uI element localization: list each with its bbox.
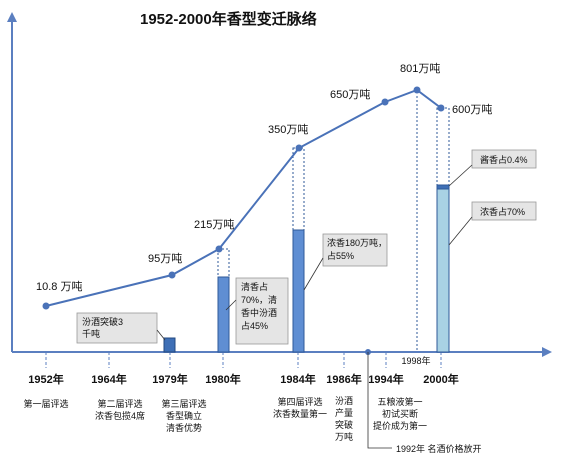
x-tick-label: 1980年 [205, 372, 240, 386]
point-label: 801万吨 [400, 62, 440, 75]
annotation-text-nongxiang: 浓香占70% [480, 206, 525, 217]
annotation-box-jiangxiang [471, 149, 537, 169]
point-label: 350万吨 [268, 123, 308, 136]
event-label-1979: 第三届评选香型确立清香优势 [161, 398, 206, 433]
data-point [295, 144, 303, 152]
annotation-text-1980: 清香占 70%，清香中汾酒占45% [241, 281, 277, 331]
x-tick-label: 1964年 [91, 372, 126, 386]
event-label-1952: 第一届评选 [23, 398, 68, 409]
data-point [413, 86, 421, 94]
annotation-text-jiangxiang: 酱香占0.4% [480, 154, 528, 165]
x-tick-label: 1979年 [152, 372, 187, 386]
marker-1992-leader [367, 352, 392, 449]
data-point [42, 302, 50, 310]
marker-1992-label: 1992年 名酒价格放开 [396, 443, 482, 454]
annotation-leader-1980 [225, 299, 237, 311]
marker-1998-label: 1998年 [401, 355, 430, 366]
point-label: 600万吨 [452, 103, 492, 116]
x-tick-label: 1986年 [326, 372, 361, 386]
point-label: 95万吨 [148, 252, 182, 265]
data-point [215, 245, 223, 253]
bar-1979 [163, 337, 176, 353]
annotation-box-1980 [235, 277, 289, 345]
annotation-box-nongxiang [471, 201, 537, 221]
x-tick-label: 1994年 [368, 372, 403, 386]
event-label-1986: 汾酒产量突破万吨 [335, 396, 353, 442]
bar-2000-outline [436, 107, 450, 186]
annotation-text-1979: 汾酒突破3 千吨 [82, 316, 123, 339]
chart-title: 1952-2000年香型变迁脉络 [140, 11, 317, 28]
x-tick-label: 1952年 [28, 372, 63, 386]
event-label-1984: 第四届评选浓香数量第一 [273, 396, 327, 419]
bar-1980-outline [217, 248, 230, 278]
point-label: 215万吨 [194, 218, 234, 231]
event-label-1964: 第二届评选浓香包揽4席 [95, 398, 145, 421]
y-axis-arrow [7, 12, 17, 22]
annotation-leader-nongxiang [448, 216, 473, 246]
data-point [168, 271, 176, 279]
series-line [45, 88, 442, 307]
bar-1984-outline [292, 147, 305, 231]
bar-1980 [217, 276, 230, 353]
event-label-1994: 五粮液第一初试买断提价成为第一 [373, 396, 427, 431]
annotation-text-1984: 浓香180万吨，占55% [327, 237, 387, 261]
annotation-leader-1984 [303, 257, 324, 291]
annotation-leader-1979 [156, 329, 166, 341]
bar-2000-jiangxiang [436, 184, 450, 190]
x-tick-label: 1984年 [280, 372, 315, 386]
x-tick-label: 2000年 [423, 372, 458, 386]
point-label: 10.8 万吨 [36, 280, 82, 293]
bar-2000-nongxiang [436, 188, 450, 353]
annotation-box-1984 [322, 233, 388, 267]
annotation-leader-jiangxiang [448, 164, 473, 187]
point-label: 650万吨 [330, 88, 370, 101]
annotation-box-1979 [76, 312, 158, 344]
data-point [437, 104, 445, 112]
bar-1984 [292, 229, 305, 353]
x-axis-arrow [542, 347, 552, 357]
data-point [381, 98, 389, 106]
